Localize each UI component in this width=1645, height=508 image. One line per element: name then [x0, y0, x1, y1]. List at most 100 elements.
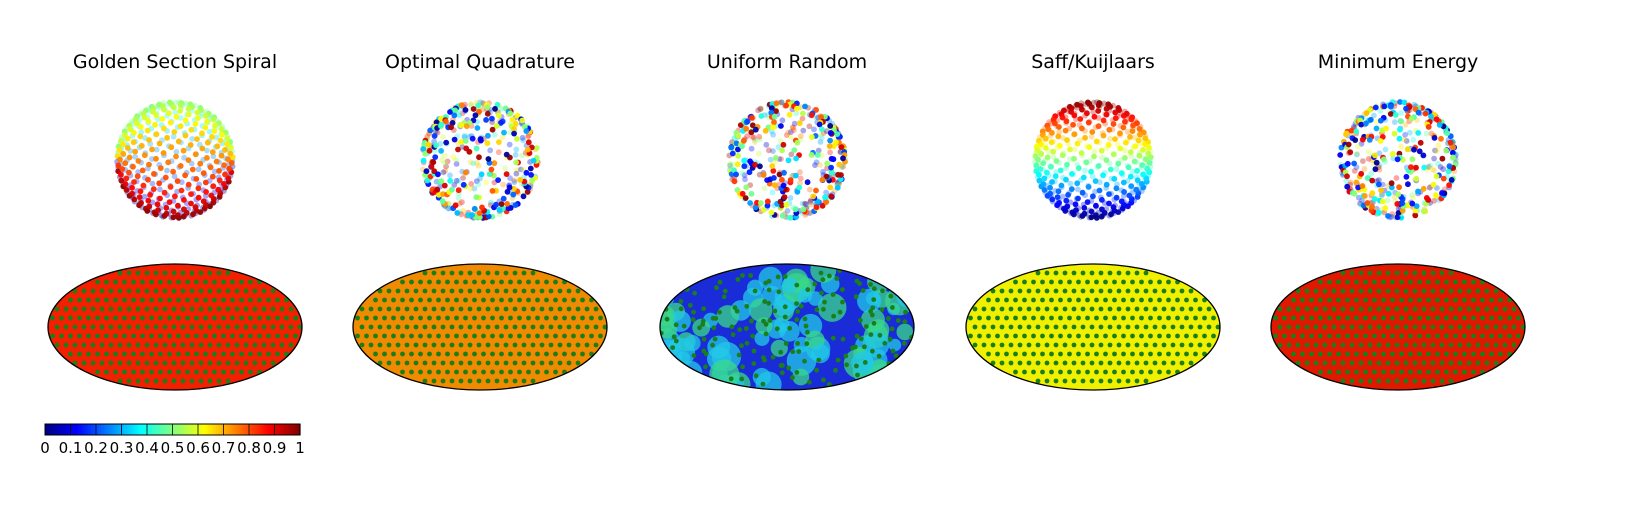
- sphere-point: [1122, 118, 1128, 125]
- sphere-point: [1136, 152, 1143, 159]
- sphere-point: [1078, 150, 1085, 156]
- sphere-point: [1375, 209, 1382, 216]
- sphere-point: [204, 155, 210, 161]
- sphere-point: [1146, 144, 1152, 151]
- sphere-point: [209, 134, 215, 140]
- sphere-point: [1075, 186, 1081, 193]
- map-point: [1331, 288, 1337, 294]
- sphere-point: [192, 151, 199, 158]
- sphere-point: [512, 152, 519, 158]
- sphere-point: [1433, 173, 1440, 180]
- map-point: [72, 288, 78, 294]
- colorbar-segment: [205, 424, 209, 435]
- map-point: [230, 333, 235, 339]
- sphere-point: [1445, 168, 1452, 175]
- map-point: [1462, 369, 1467, 375]
- map-point: [1103, 351, 1108, 357]
- sphere-point: [486, 171, 493, 178]
- sphere-point: [1063, 197, 1070, 204]
- panel-4: Saff/Kuijlaars: [965, 51, 1221, 391]
- sphere-point: [162, 174, 169, 181]
- sphere-point: [510, 191, 517, 198]
- map-point: [189, 360, 195, 366]
- map-point: [562, 333, 567, 339]
- colorbar-segment: [62, 424, 66, 435]
- sphere-point: [768, 105, 775, 112]
- panels: Golden Section Spiral Optimal Quadrature U…: [47, 51, 1526, 391]
- sphere-point: [514, 112, 521, 119]
- sphere-point: [1106, 126, 1113, 133]
- map-point: [544, 279, 549, 285]
- sphere-point: [1435, 142, 1442, 149]
- map-point: [355, 333, 360, 339]
- map-point: [795, 341, 800, 346]
- colorbar-segment: [116, 424, 120, 435]
- map-point: [189, 378, 195, 384]
- map-point: [50, 333, 55, 339]
- map-point: [234, 342, 240, 348]
- map-point: [1430, 360, 1436, 366]
- sphere-point: [803, 201, 809, 208]
- sphere-point: [1126, 192, 1133, 199]
- sphere-point: [470, 106, 477, 112]
- sphere-point: [814, 152, 821, 158]
- map-point: [1188, 288, 1194, 294]
- map-point: [1291, 351, 1296, 357]
- map-point: [1318, 351, 1323, 357]
- sphere-point: [1064, 161, 1070, 168]
- map-point: [1376, 378, 1382, 384]
- sphere-point: [451, 136, 458, 143]
- colorbar-segment: [226, 424, 230, 435]
- map-point: [1403, 342, 1409, 348]
- map-point: [1457, 360, 1463, 366]
- sphere-point: [772, 155, 779, 161]
- map-point: [1408, 351, 1413, 357]
- sphere-point: [1408, 115, 1415, 122]
- map-point: [1112, 279, 1117, 285]
- map-point: [162, 306, 168, 312]
- map-point: [508, 369, 513, 375]
- map-point: [1345, 369, 1350, 375]
- map-point: [135, 306, 141, 312]
- map-point: [1430, 324, 1436, 330]
- map-point: [1354, 333, 1359, 339]
- map-point: [1080, 306, 1086, 312]
- map-point: [1017, 342, 1023, 348]
- sphere-point: [139, 167, 146, 174]
- map-point: [216, 270, 222, 276]
- sphere-scatter: [420, 99, 541, 221]
- sphere-point: [796, 184, 803, 191]
- map-point: [104, 333, 109, 339]
- map-point: [436, 279, 441, 285]
- map-point: [1358, 360, 1364, 366]
- sphere-point: [520, 193, 527, 200]
- map-point: [1215, 324, 1220, 330]
- map-point: [275, 315, 280, 321]
- map-point: [207, 360, 213, 366]
- sphere-point: [788, 129, 794, 136]
- map-point: [1170, 306, 1176, 312]
- sphere-point: [132, 148, 139, 155]
- map-point: [1085, 297, 1090, 303]
- sphere-point: [195, 166, 202, 173]
- sphere-point: [1088, 208, 1095, 215]
- map-point: [212, 315, 217, 321]
- sphere-point: [511, 126, 517, 132]
- sphere-point: [438, 148, 444, 154]
- map-point: [1125, 324, 1131, 330]
- map-point: [185, 279, 190, 285]
- sphere-point: [771, 119, 777, 125]
- map-point: [820, 277, 826, 283]
- map-point: [1381, 333, 1386, 339]
- sphere-point: [797, 175, 804, 182]
- sphere-point: [1110, 121, 1117, 127]
- sphere-point: [185, 181, 192, 188]
- map-point: [517, 351, 522, 357]
- map-point: [404, 306, 410, 312]
- map-point: [418, 369, 423, 375]
- sphere-point: [1034, 147, 1041, 154]
- colorbar-segment: [210, 424, 214, 435]
- map-point: [1462, 279, 1467, 285]
- map-point: [135, 342, 141, 348]
- map-point: [794, 282, 800, 288]
